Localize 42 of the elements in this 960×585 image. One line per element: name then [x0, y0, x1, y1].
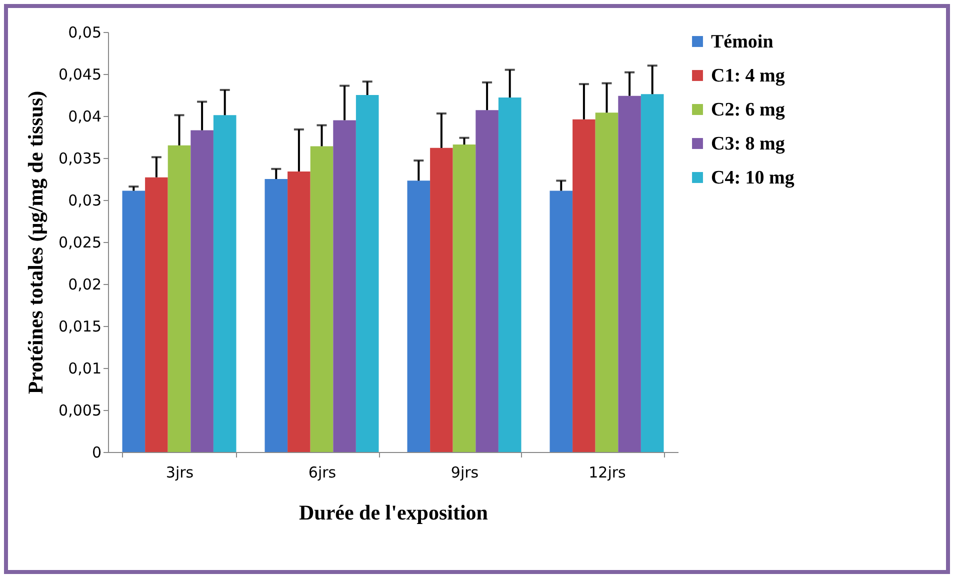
x-tick-label: 6jrs: [308, 464, 336, 482]
bar: [476, 110, 498, 452]
bar: [595, 112, 618, 452]
bar: [618, 96, 641, 452]
y-tick-label: 0,005: [58, 402, 102, 420]
y-tick-label: 0,025: [58, 234, 102, 252]
bar: [407, 180, 430, 452]
bar: [190, 130, 214, 452]
bar: [550, 190, 573, 452]
y-tick-label: 0: [92, 444, 102, 462]
y-tick-label: 0,045: [58, 66, 102, 84]
y-tick-label: 0,035: [58, 150, 102, 168]
y-axis-title: Protéines totales (µg/mg de tissus): [24, 90, 48, 394]
x-tick-label: 9jrs: [450, 464, 479, 482]
y-tick-label: 0,01: [68, 360, 102, 378]
bar: [288, 171, 310, 452]
bar: [168, 145, 191, 452]
y-tick-label: 0,04: [68, 108, 102, 126]
legend-label: C3: 8 mg: [711, 134, 786, 154]
bar: [452, 144, 476, 452]
bar: [145, 177, 168, 452]
bar: [356, 95, 379, 452]
bar: [430, 148, 453, 452]
x-axis-title: Durée de l'exposition: [299, 500, 488, 524]
bar: [572, 119, 596, 452]
bar: [122, 190, 146, 452]
y-tick-label: 0,03: [68, 192, 102, 210]
y-tick-label: 0,05: [68, 24, 102, 42]
legend-label: C2: 6 mg: [711, 100, 786, 120]
bar: [310, 146, 334, 452]
y-tick-label: 0,02: [68, 276, 102, 294]
x-tick-label: 3jrs: [166, 464, 194, 482]
bar: [640, 94, 664, 452]
bar: [333, 120, 356, 452]
bar: [213, 115, 236, 452]
y-tick-label: 0,015: [58, 318, 102, 336]
legend-label: C1: 4 mg: [711, 66, 786, 86]
bar: [264, 179, 288, 452]
x-tick-label: 12jrs: [588, 464, 626, 482]
legend-label: C4: 10 mg: [711, 168, 795, 188]
bar: [498, 98, 522, 452]
legend-label: Témoin: [711, 32, 774, 52]
